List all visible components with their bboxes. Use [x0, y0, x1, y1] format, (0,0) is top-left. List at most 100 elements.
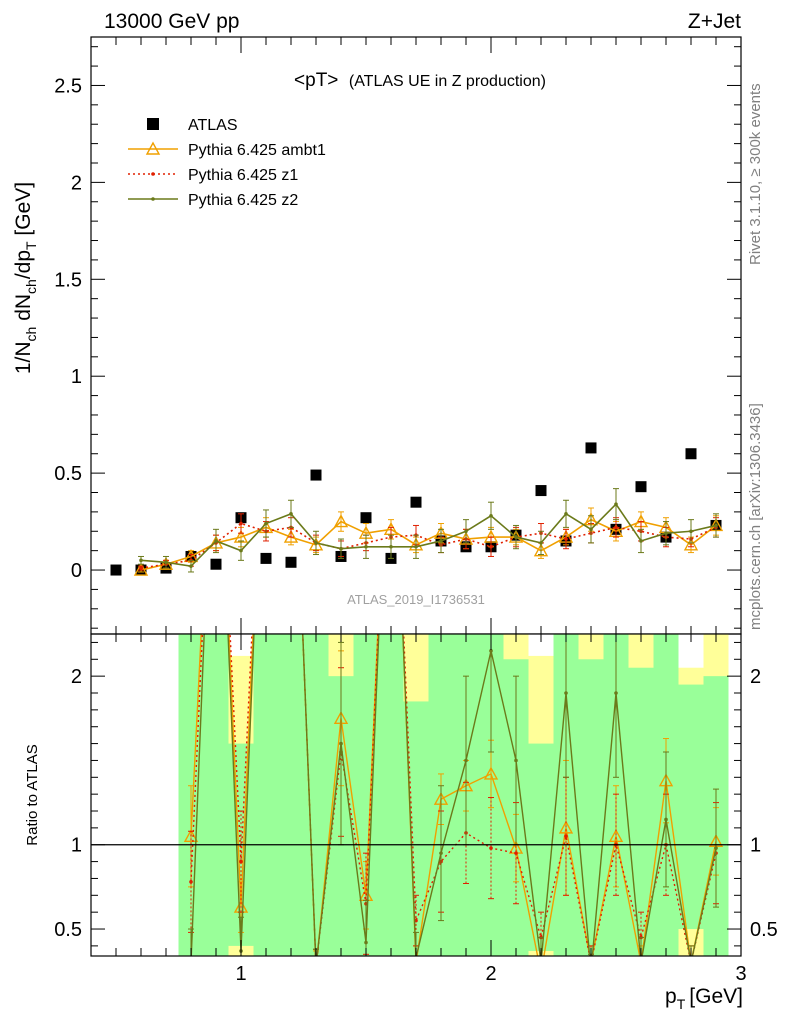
data-point — [189, 564, 193, 568]
data-point — [664, 531, 668, 536]
ratio-point — [439, 851, 443, 855]
ratio-point — [558, 820, 574, 834]
ratio-point — [590, 955, 592, 956]
x-tick-label: 3 — [735, 963, 746, 985]
data-point — [489, 513, 493, 518]
data-point — [539, 541, 543, 545]
ratio-y-tick-label-left: 0.5 — [54, 919, 82, 941]
legend-entry: Pythia 6.425 z2 — [128, 192, 298, 209]
header-left-label: 13000 GeV pp — [104, 10, 239, 33]
ratio-point — [189, 880, 193, 884]
top-ylabel: 1/Nch dNch/dpT [GeV] — [12, 182, 39, 374]
band-inner — [528, 743, 554, 951]
ratio-point — [614, 691, 618, 695]
legend-label: Pythia 6.425 z2 — [188, 192, 298, 209]
ratio-point — [415, 955, 417, 956]
ratio-point — [189, 961, 193, 965]
ratio-y-tick-label-left: 2 — [71, 666, 82, 688]
band-gap — [528, 634, 554, 656]
data-point — [164, 560, 168, 565]
data-point — [635, 481, 647, 493]
x-tick-label: 2 — [485, 963, 496, 985]
y-tick-label: 2 — [71, 172, 82, 194]
ratio-y-tick-label-right: 1 — [750, 835, 761, 857]
data-point — [464, 529, 468, 534]
legend-entry: Pythia 6.425 z1 — [128, 167, 298, 184]
data-point — [714, 523, 718, 528]
band-inner — [253, 634, 279, 956]
y-tick-label: 2.5 — [54, 75, 82, 97]
ratio-panel-axes: 0.5 0.5 1 1 2 2 1 2 3 — [54, 634, 778, 985]
data-point — [389, 544, 393, 549]
y-tick-label: 0 — [71, 560, 82, 582]
ratio-point — [589, 961, 593, 965]
ratio-point — [664, 817, 668, 822]
ratio-point — [690, 955, 692, 956]
ratio-panel-content — [91, 634, 741, 978]
mcplots-label: mcplots.cern.ch [arXiv:1306.3436] — [747, 403, 764, 630]
ratio-point — [514, 758, 518, 763]
data-point — [339, 546, 343, 551]
ratio-point — [589, 969, 593, 973]
data-point — [564, 512, 568, 516]
data-point — [239, 521, 243, 526]
svg-text:1/Nch dNch/dpT [GeV]: 1/Nch dNch/dpT [GeV] — [12, 182, 39, 374]
ratio-point — [464, 758, 468, 763]
data-point — [139, 558, 143, 563]
data-point — [364, 544, 368, 549]
data-point — [439, 539, 443, 543]
y-tick-label: 0.5 — [54, 463, 82, 485]
ratio-point — [714, 846, 718, 850]
band-inner — [303, 634, 329, 956]
data-point — [564, 537, 568, 541]
series-pythia-6-425-ambt1 — [133, 507, 724, 576]
data-point — [360, 512, 372, 524]
band-inner — [578, 659, 604, 956]
legend: ATLAS Pythia 6.425 ambt1 Pythia 6.425 z1 Py… — [128, 117, 326, 209]
rivet-label: Rivet 3.1.10, ≥ 300k events — [747, 83, 764, 265]
data-point — [614, 525, 618, 530]
ratio-point — [689, 961, 693, 965]
ratio-line — [190, 634, 717, 956]
legend-entry: Pythia 6.425 ambt1 — [128, 141, 326, 159]
ratio-point — [489, 846, 493, 850]
ratio-point — [639, 961, 643, 965]
ratio-y-tick-label-right: 2 — [750, 666, 761, 688]
data-point — [683, 537, 699, 551]
legend-marker — [151, 172, 155, 176]
data-point — [489, 544, 493, 549]
series-pythia-6-425-z2 — [138, 488, 719, 573]
data-point — [414, 544, 418, 549]
data-point — [310, 469, 322, 481]
data-point — [285, 556, 297, 568]
ratio-point — [535, 967, 547, 978]
data-point — [239, 548, 243, 553]
data-point — [514, 535, 518, 539]
top-panel-content — [110, 442, 724, 576]
band-inner — [278, 634, 304, 956]
ratio-line — [190, 634, 717, 956]
data-point — [689, 529, 693, 534]
data-point — [589, 527, 593, 532]
data-point — [210, 558, 222, 570]
top-panel-axes: 0 0.5 1 1.5 2 2.5 — [54, 37, 742, 634]
header-right-label: Z+Jet — [688, 10, 741, 33]
data-point — [614, 502, 618, 506]
data-point — [260, 552, 272, 564]
ratio-point — [564, 834, 568, 839]
watermark: ATLAS_2019_I1736531 — [347, 592, 485, 607]
data-point — [639, 539, 643, 543]
ratio-point — [314, 964, 318, 968]
data-point — [214, 539, 218, 543]
legend-marker — [151, 197, 155, 201]
legend-label: Pythia 6.425 z1 — [188, 167, 298, 184]
xlabel: pT [GeV] — [665, 985, 743, 1012]
data-point — [110, 564, 122, 576]
ratio-y-tick-label-left: 1 — [71, 835, 82, 857]
ratio-ylabel: Ratio to ATLAS — [24, 744, 41, 845]
ratio-y-tick-label-right: 0.5 — [750, 919, 778, 941]
data-point — [533, 543, 549, 557]
band-inner — [203, 634, 229, 956]
ratio-point — [608, 828, 624, 843]
